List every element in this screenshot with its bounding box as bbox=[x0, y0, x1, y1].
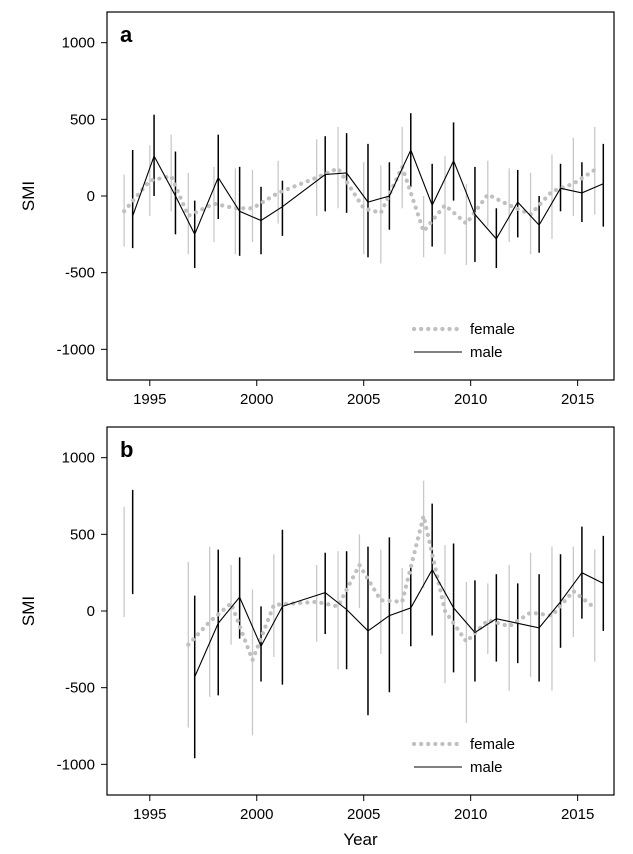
plot-frame bbox=[106, 11, 615, 381]
x-axis-label: Year bbox=[343, 830, 378, 849]
chart-panel-b: b -1000 -500 0 500 1000 1995 2000 2005 2010 2015 SM… bbox=[19, 426, 615, 849]
y-tick-label: 0 bbox=[87, 188, 95, 205]
female-series-line bbox=[122, 164, 597, 234]
panel-label: b bbox=[120, 437, 133, 462]
y-axis-label: SMI bbox=[19, 181, 38, 211]
x-tick-label: 2005 bbox=[347, 391, 380, 408]
legend-label-female: female bbox=[470, 736, 515, 753]
y-tick-label: 500 bbox=[70, 526, 95, 543]
x-tick-label: 2000 bbox=[240, 806, 273, 823]
y-tick-label: 500 bbox=[70, 111, 95, 128]
y-tick-label: 1000 bbox=[62, 450, 95, 467]
female-series-line bbox=[186, 513, 597, 663]
x-tick-label: 1995 bbox=[133, 806, 166, 823]
y-tick-label: 1000 bbox=[62, 35, 95, 52]
x-tick-label: 2000 bbox=[240, 391, 273, 408]
x-tick-label: 2015 bbox=[561, 806, 594, 823]
male-series-line bbox=[194, 568, 604, 678]
panel-label: a bbox=[120, 22, 133, 47]
legend-label-female: female bbox=[470, 321, 515, 338]
y-axis-label: SMI bbox=[19, 596, 38, 626]
chart-panel-a: a -1000 -500 0 500 1000 1995 2000 2005 2010 2015 SM… bbox=[19, 11, 615, 408]
y-tick-label: 0 bbox=[87, 603, 95, 620]
x-tick-label: 2010 bbox=[454, 806, 487, 823]
y-tick-label: -1000 bbox=[57, 756, 95, 773]
legend-label-male: male bbox=[470, 759, 503, 776]
x-tick-label: 2005 bbox=[347, 806, 380, 823]
x-tick-label: 2015 bbox=[561, 391, 594, 408]
male-series-line bbox=[132, 148, 604, 240]
x-tick-label: 1995 bbox=[133, 391, 166, 408]
y-tick-label: -1000 bbox=[57, 341, 95, 358]
x-tick-label: 2010 bbox=[454, 391, 487, 408]
plot-frame bbox=[106, 426, 615, 796]
legend-label-male: male bbox=[470, 344, 503, 361]
y-tick-label: -500 bbox=[65, 265, 95, 282]
y-tick-label: -500 bbox=[65, 680, 95, 697]
